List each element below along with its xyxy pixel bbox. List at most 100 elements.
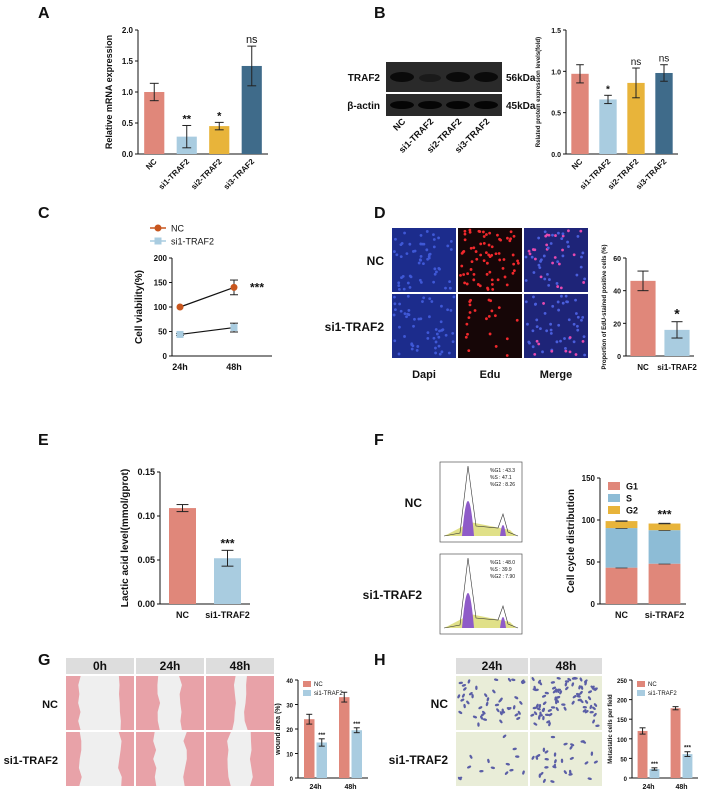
stained-cell (544, 691, 549, 695)
wound-cell-sheet-left (66, 676, 81, 730)
bar-si2-traf2 (627, 82, 645, 154)
cell-dot (432, 233, 435, 236)
panel-f-chart: 0 50 100 150 Cell cycle distribution NC *** si-… (566, 474, 686, 620)
cell-dot (497, 252, 501, 255)
stained-cell (544, 766, 549, 769)
cell-dot (524, 255, 528, 259)
cell-dot (557, 323, 561, 327)
y-tick-label: 2.0 (122, 26, 134, 35)
y-tick-label: 1.5 (122, 57, 134, 66)
cell-dot (412, 250, 415, 253)
cell-dot (533, 248, 537, 252)
cell-dot (413, 317, 416, 321)
wound-cell-sheet-left (136, 676, 161, 730)
stained-cell (572, 695, 577, 699)
cell-dot (532, 295, 535, 299)
stained-cell (512, 747, 517, 751)
column-label: 48h (556, 659, 577, 673)
data-point (176, 303, 184, 311)
cell-dot (572, 253, 576, 257)
flow-g2-peak (500, 617, 506, 628)
significance-mark: * (606, 84, 610, 95)
cell-dot (505, 283, 509, 287)
y-axis-label: Metastatic cells per field (608, 694, 614, 764)
stained-cell (482, 718, 488, 721)
cell-dot (561, 254, 565, 258)
column-header-bg (66, 658, 134, 674)
stained-cell (539, 771, 544, 776)
legend-label: NC (171, 224, 184, 234)
cell-dot (527, 340, 531, 344)
stained-cell (478, 706, 483, 710)
cell-dot (428, 297, 432, 300)
cell-dot (559, 339, 562, 343)
stained-cell (541, 694, 547, 698)
stained-cell (563, 706, 567, 711)
cell-dot (415, 348, 419, 352)
stained-cell (589, 710, 594, 714)
cell-dot (403, 312, 407, 316)
stained-cell (457, 694, 461, 699)
cell-dot (556, 285, 560, 288)
cell-dot (408, 274, 412, 278)
y-tick-label: 150 (582, 474, 596, 483)
stained-cell (480, 713, 485, 717)
cell-dot (528, 252, 532, 256)
legend-swatch (608, 482, 620, 490)
stained-cell (589, 704, 593, 710)
y-axis-label: wound area (%) (275, 703, 282, 756)
bar-si3-traf2 (241, 65, 262, 154)
cell-dot (427, 256, 431, 260)
stacked-segment-s (648, 530, 681, 564)
cell-dot (493, 314, 497, 318)
cell-dot (533, 352, 537, 356)
stacked-segment-s (605, 528, 638, 568)
blot-size-actin: 45kDa (506, 101, 536, 112)
x-tick-label: NC (637, 363, 649, 372)
cell-dot (446, 308, 450, 312)
stained-cell (582, 709, 587, 713)
x-tick-label: si1-TRAF2 (205, 610, 250, 620)
stained-cell (485, 701, 489, 707)
y-tick-label: 20 (286, 728, 293, 734)
x-tick-label: si3-TRAF2 (222, 157, 257, 192)
cell-dot (564, 349, 568, 353)
wound-cell-sheet-right (118, 732, 134, 786)
cell-dot (419, 234, 423, 237)
panel-letter-c: C (38, 205, 50, 222)
significance-mark: ns (659, 54, 670, 65)
cell-dot (512, 262, 516, 266)
cell-dot (560, 237, 564, 241)
stained-cell (492, 689, 496, 694)
cell-dot (408, 242, 412, 246)
significance-mark: ns (631, 57, 642, 68)
stained-cell (477, 722, 480, 727)
cell-dot (479, 253, 483, 257)
cell-dot (564, 347, 567, 350)
stained-cell (482, 710, 486, 715)
cell-dot (419, 317, 423, 321)
cell-dot (449, 239, 453, 243)
panel-a-chart: 0.0 0.5 1.0 1.5 2.0 Relative mRNA expression N… (104, 26, 268, 191)
stained-cell (550, 735, 556, 739)
panel-e-chart: 0.00 0.05 0.10 0.15 Lactic acid level(mmol/g… (120, 467, 250, 620)
cell-dot (508, 239, 512, 243)
legend-marker (154, 224, 162, 232)
stained-cell (565, 686, 569, 691)
cell-dot (402, 287, 406, 291)
cell-dot (557, 308, 561, 312)
stained-cell (584, 761, 589, 765)
bar-nc (637, 730, 648, 778)
cell-dot (468, 311, 472, 314)
column-header-bg (456, 658, 528, 674)
x-tick-label: 24h (642, 784, 654, 791)
cell-dot (433, 267, 437, 271)
stained-cell (467, 765, 472, 769)
cell-dot (539, 327, 542, 331)
y-tick-label: 40 (613, 289, 621, 296)
stained-cell (579, 677, 583, 682)
bar-nc (304, 719, 315, 778)
y-tick-label: 1.0 (122, 88, 134, 97)
cell-dot (451, 340, 455, 344)
cell-dot (399, 255, 403, 259)
